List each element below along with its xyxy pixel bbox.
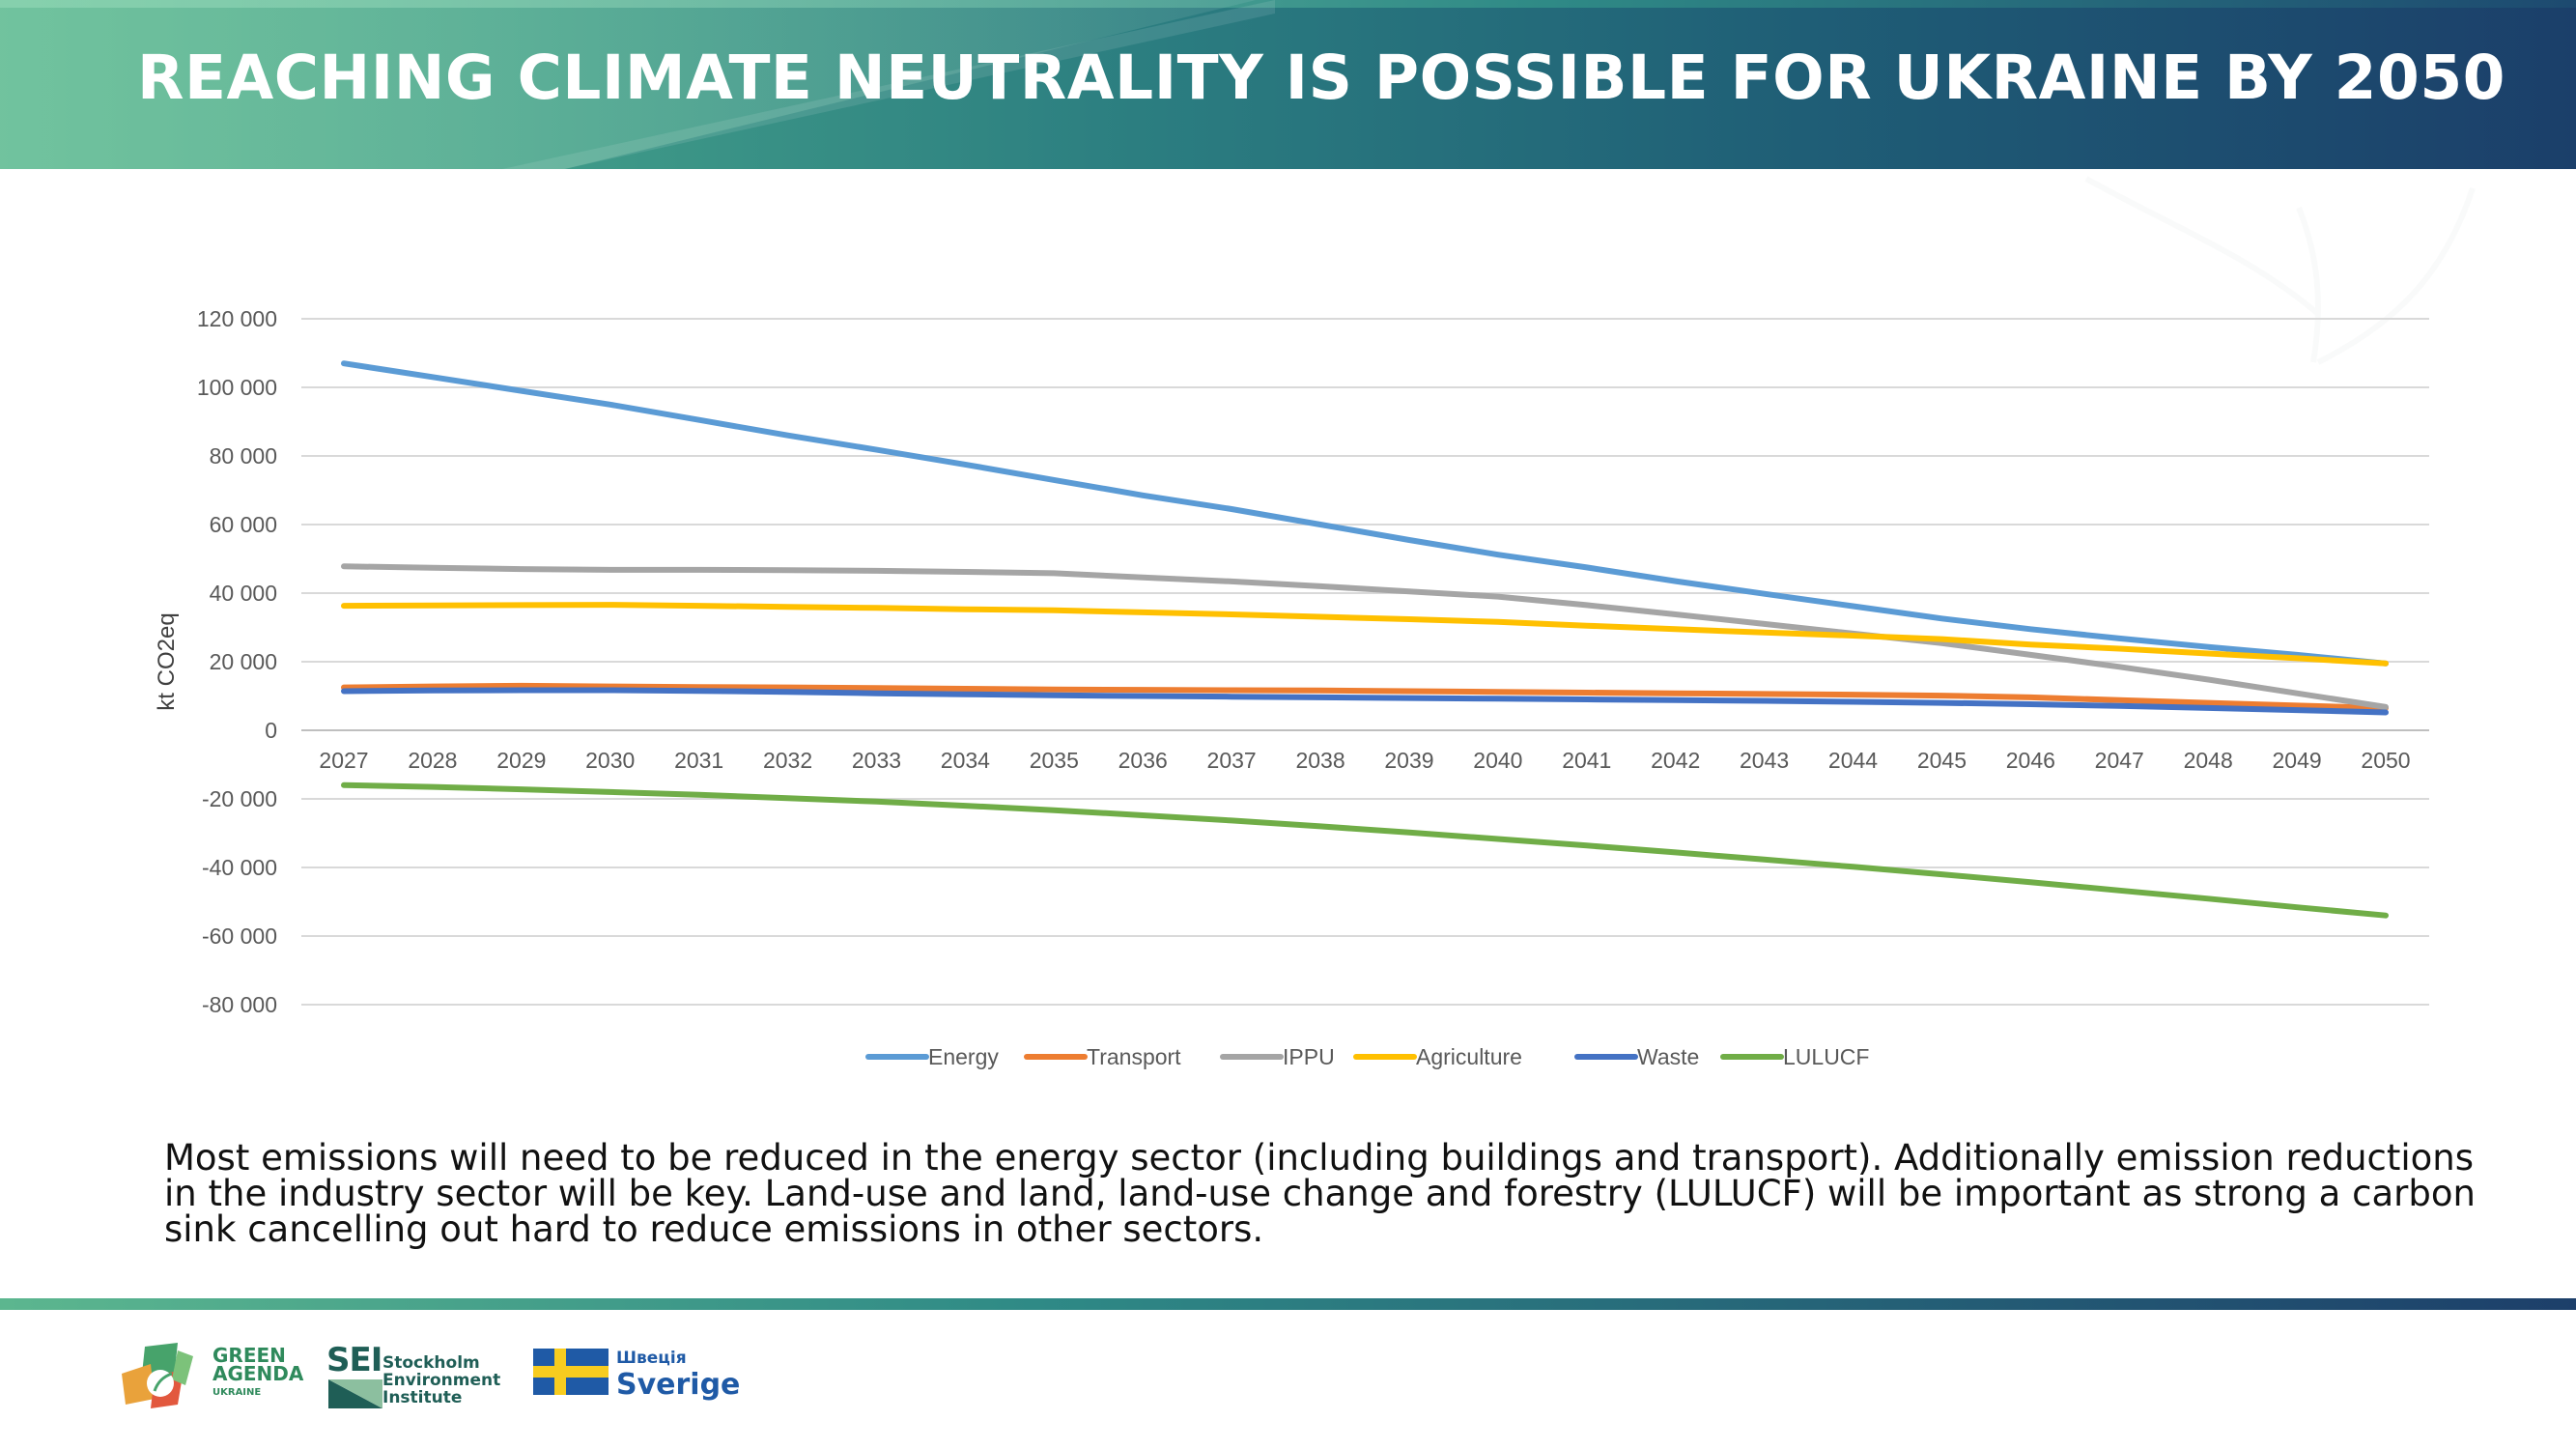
- y-tick-label: 80 000: [210, 443, 277, 469]
- y-tick-label: -60 000: [202, 923, 277, 949]
- sweden-name: Sverige: [616, 1368, 741, 1402]
- x-tick-label: 2046: [2006, 748, 2055, 773]
- series-line-waste: [341, 687, 2389, 716]
- sei-abbr: SEI: [326, 1341, 382, 1379]
- green-agenda-logo: GREEN AGENDA UKRAINE: [116, 1341, 303, 1410]
- swedish-flag-icon: [533, 1349, 609, 1395]
- y-tick-label: 0: [265, 718, 277, 743]
- y-tick-label: -40 000: [202, 855, 277, 880]
- leaf-watermark-icon: [2084, 176, 2476, 365]
- sweden-logo: Швеція Sverige: [533, 1341, 740, 1410]
- x-tick-label: 2030: [585, 748, 635, 773]
- y-axis-label: kt CO2eq: [154, 612, 180, 710]
- x-tick-label: 2044: [1828, 748, 1878, 773]
- y-tick-label: 100 000: [197, 375, 277, 400]
- x-tick-label: 2048: [2184, 748, 2233, 773]
- x-tick-label: 2036: [1118, 748, 1168, 773]
- x-tick-label: 2042: [1651, 748, 1700, 773]
- green-agenda-line-2: AGENDA: [212, 1362, 304, 1385]
- series-line-energy: [341, 360, 2389, 667]
- legend-label-lulucf: LULUCF: [1783, 1044, 1869, 1069]
- header-top-line: [0, 0, 2576, 8]
- x-tick-label: 2038: [1295, 748, 1345, 773]
- sei-name-line-3: Institute: [382, 1388, 463, 1407]
- sei-name-line-2: Environment: [382, 1371, 501, 1390]
- x-tick-label: 2035: [1030, 748, 1079, 773]
- x-tick-label: 2033: [852, 748, 901, 773]
- x-tick-label: 2032: [763, 748, 812, 773]
- legend-label-energy: Energy: [928, 1044, 999, 1069]
- page-title: REACHING CLIMATE NEUTRALITY IS POSSIBLE …: [137, 43, 2506, 113]
- x-tick-label: 2041: [1562, 748, 1611, 773]
- legend-label-ippu: IPPU: [1283, 1044, 1335, 1069]
- x-tick-label: 2034: [941, 748, 990, 773]
- x-tick-label: 2029: [496, 748, 546, 773]
- x-tick-label: 2039: [1384, 748, 1433, 773]
- x-tick-label: 2049: [2273, 748, 2322, 773]
- sei-logo: SEI Stockholm Environment Institute: [326, 1341, 500, 1410]
- x-tick-label: 2028: [408, 748, 457, 773]
- footer-bar: [0, 1298, 2576, 1310]
- y-tick-label: 40 000: [210, 581, 277, 606]
- x-tick-label: 2027: [319, 748, 368, 773]
- series-line-ippu: [341, 563, 2389, 710]
- series-line-agriculture: [341, 602, 2389, 667]
- y-tick-label: -20 000: [202, 786, 277, 811]
- x-tick-label: 2037: [1207, 748, 1257, 773]
- y-tick-label: 20 000: [210, 649, 277, 674]
- caption-text: Most emissions will need to be reduced i…: [164, 1137, 2476, 1250]
- series-line-lulucf: [341, 781, 2389, 919]
- x-tick-label: 2043: [1740, 748, 1789, 773]
- green-agenda-line-1: GREEN: [212, 1344, 286, 1367]
- x-tick-label: 2040: [1473, 748, 1522, 773]
- header-banner: REACHING CLIMATE NEUTRALITY IS POSSIBLE …: [0, 0, 2576, 169]
- legend-label-agriculture: Agriculture: [1416, 1044, 1522, 1069]
- series-line-transport: [341, 682, 2389, 711]
- emissions-line-chart: 120 000 100 000 80 000 60 000 40 000 20 000 0 -…: [154, 176, 2476, 1069]
- x-tick-label: 2050: [2361, 748, 2410, 773]
- legend-label-transport: Transport: [1087, 1044, 1181, 1069]
- sweden-native-name: Швеція: [616, 1349, 687, 1368]
- green-agenda-leaf-icon: [122, 1343, 193, 1408]
- legend-label-waste: Waste: [1637, 1044, 1699, 1069]
- y-tick-label: -80 000: [202, 992, 277, 1017]
- green-agenda-line-3: UKRAINE: [212, 1387, 262, 1398]
- x-tick-label: 2031: [674, 748, 723, 773]
- sei-name-line-1: Stockholm: [382, 1353, 480, 1373]
- sei-triangle-icon: [328, 1379, 382, 1408]
- y-tick-label: 60 000: [210, 512, 277, 537]
- x-tick-label: 2047: [2095, 748, 2144, 773]
- y-tick-label: 120 000: [197, 306, 277, 331]
- x-tick-label: 2045: [1917, 748, 1967, 773]
